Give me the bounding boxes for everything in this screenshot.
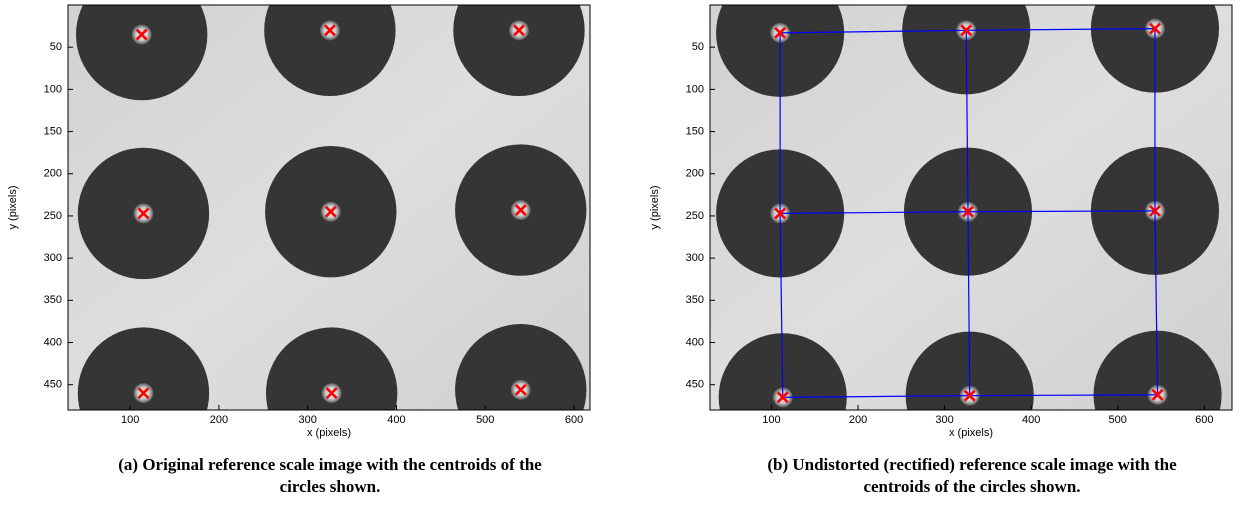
- centroid-marker: [137, 207, 150, 220]
- y-tick-label: 100: [686, 83, 704, 95]
- centroid-marker: [325, 387, 338, 400]
- x-tick-label: 600: [565, 414, 583, 426]
- target-disc: [77, 327, 210, 410]
- y-axis-label: y (pixels): [7, 185, 19, 229]
- x-tick-label: 500: [476, 414, 494, 426]
- centroid-marker: [137, 387, 150, 400]
- y-axis-label: y (pixels): [649, 185, 661, 229]
- target-disc: [265, 327, 398, 410]
- y-tick-label: 250: [44, 210, 62, 222]
- x-axis-label: x (pixels): [307, 427, 351, 439]
- centroid-marker: [323, 24, 336, 37]
- x-tick-label: 300: [299, 414, 317, 426]
- centroid-marker: [774, 207, 787, 220]
- target-disc: [264, 5, 396, 96]
- image: [68, 5, 590, 410]
- caption: (a) Original reference scale image with …: [118, 455, 542, 496]
- x-tick-label: 200: [849, 414, 867, 426]
- y-tick-label: 150: [686, 125, 704, 137]
- y-tick-label: 150: [44, 125, 62, 137]
- caption: (b) Undistorted (rectified) reference sc…: [767, 455, 1177, 496]
- axes-frame: [67, 4, 591, 411]
- y-tick-label: 450: [44, 379, 62, 391]
- centroid-marker: [1149, 22, 1161, 35]
- y-tick-label: 400: [44, 336, 62, 348]
- y-tick-label: 200: [44, 168, 62, 180]
- x-axis-label: x (pixels): [949, 427, 993, 439]
- y-tick-label: 50: [692, 41, 704, 53]
- panel: 100 200 300 400 500 600 50 100 150 200 250 300 350 40…: [649, 4, 1233, 439]
- centroid-marker: [1149, 204, 1161, 217]
- centroid-marker: [324, 205, 337, 218]
- panel: 100 200 300 400 500 600 50 100 150 200 250 300 350 40…: [7, 4, 591, 439]
- centroid-marker: [776, 391, 789, 404]
- x-tick-label: 400: [1022, 414, 1040, 426]
- y-tick-label: 250: [686, 210, 704, 222]
- x-tick-label: 600: [1195, 414, 1213, 426]
- x-tick-label: 500: [1109, 414, 1127, 426]
- centroid-marker: [960, 24, 973, 37]
- chart: 100 200 300 400 500 600 50 100 150 200 250 300 350 40…: [7, 4, 1233, 439]
- x-tick-label: 100: [762, 414, 780, 426]
- x-tick-label: 300: [935, 414, 953, 426]
- y-tick-label: 350: [44, 294, 62, 306]
- y-tick-label: 300: [686, 252, 704, 264]
- image: [710, 5, 1232, 410]
- centroid-marker: [513, 24, 525, 37]
- y-tick-label: 350: [686, 294, 704, 306]
- y-tick-label: 400: [686, 336, 704, 348]
- y-tick-label: 450: [686, 379, 704, 391]
- x-tick-label: 400: [387, 414, 405, 426]
- centroid-marker: [963, 389, 976, 402]
- target-disc: [76, 5, 208, 101]
- target-disc: [453, 5, 585, 96]
- y-tick-label: 100: [44, 83, 62, 95]
- y-tick-label: 200: [686, 168, 704, 180]
- x-tick-label: 100: [121, 414, 139, 426]
- y-tick-label: 300: [44, 252, 62, 264]
- y-tick-label: 50: [50, 41, 62, 53]
- centroid-marker: [774, 26, 787, 39]
- centroid-marker: [962, 205, 974, 218]
- centroid-marker: [514, 383, 527, 396]
- centroid-marker: [514, 204, 527, 216]
- centroid-marker: [1151, 388, 1164, 401]
- x-tick-label: 200: [210, 414, 228, 426]
- target-disc: [455, 324, 587, 410]
- centroid-marker: [135, 28, 148, 41]
- axes-frame: [709, 4, 1233, 411]
